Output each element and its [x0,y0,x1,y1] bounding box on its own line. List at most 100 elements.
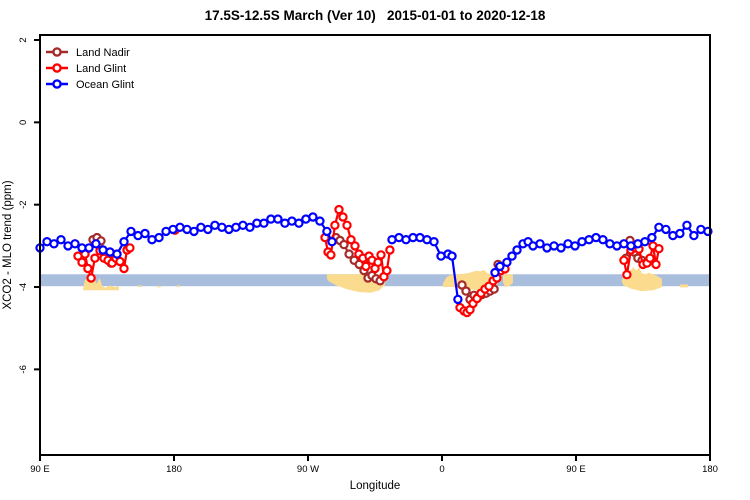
series-land-glint-marker [334,204,344,215]
land-elevation-patch [83,275,119,291]
series-land-glint-marker [119,263,129,274]
y-tick-label: -6 [18,365,29,373]
series-land-glint-marker [376,250,386,260]
series-ocean-glint-marker [322,226,332,237]
y-tick-label: -4 [18,283,29,291]
x-axis-title: Longitude [350,480,401,492]
series-land-glint-marker [619,255,629,265]
series-ocean-glint-marker [598,234,608,245]
x-tick-label: 90 E [566,464,586,475]
series-ocean-glint-marker [447,251,457,261]
series-land-glint-marker [83,263,93,274]
series-land-glint-marker [86,273,96,283]
series-land-nadir-marker [344,249,354,259]
series-land-glint-marker [373,257,383,267]
series-ocean-glint-marker [429,236,439,247]
series-ocean-glint-marker [507,251,517,261]
legend-label: Land Nadir [76,47,130,59]
series-ocean-glint-marker [453,294,463,305]
series-ocean-glint-marker [640,236,650,247]
legend-marker-icon [52,47,62,57]
series-ocean-glint-marker [91,239,101,249]
series-ocean-glint-marker [245,222,255,232]
series-land-glint-marker [385,245,395,255]
series-ocean-glint-marker [126,226,136,237]
series-ocean-glint-marker [294,218,304,228]
legend-marker-icon [52,63,62,73]
series-land-glint-marker [622,270,632,280]
series-ocean-glint-marker [675,228,685,239]
series-ocean-glint-marker [49,239,59,249]
series-ocean-glint-line [391,236,459,300]
y-tick-label: 2 [18,37,29,42]
legend-marker-icon [52,79,62,89]
series-ocean-glint-marker [689,230,699,241]
x-tick-label: 90 W [297,464,319,475]
series-ocean-glint [35,212,713,305]
series-ocean-glint-marker [315,216,325,226]
series-ocean-glint-marker [70,239,80,249]
series-land-glint-marker [651,259,661,270]
series-land-glint-marker [654,243,664,254]
legend: Land Nadir Land Glint Ocean Glint [46,47,134,91]
series-ocean-glint-marker [327,236,337,247]
series-ocean-glint-marker [154,232,164,243]
series-land-nadir-marker [461,286,471,296]
series-land-glint-marker [330,220,340,230]
y-axis-title: XCO2 - MLO trend (ppm) [2,180,14,309]
x-tick-label: 90 E [30,464,50,475]
land-elevation-patch [503,274,513,287]
series-ocean-glint-marker [140,228,150,239]
series-land-glint-marker [90,253,100,263]
series-land-glint-marker [382,265,392,276]
series-land-nadir-marker [339,239,349,250]
series-land-glint-marker [125,243,135,253]
land-elevation-patch [621,267,662,292]
series-land-glint-marker [350,241,360,251]
series-ocean-glint-marker [119,236,129,247]
series-ocean-glint-marker [259,218,269,228]
chart-title: 17.5S-12.5S March (Ver 10) 2015-01-01 to… [204,8,546,23]
series-ocean-glint-marker [56,234,66,245]
series-ocean-glint-marker [273,214,283,224]
series-ocean-glint-marker [203,224,213,235]
series-land-glint-marker [77,257,87,267]
land-elevation-patch [157,285,161,288]
series-ocean-glint-marker [502,257,512,267]
series-ocean-glint-marker [682,220,692,230]
land-elevation-patch [138,285,142,287]
y-tick-label: -2 [18,200,29,208]
y-tick-label: 0 [18,120,29,125]
series-ocean-glint-marker [512,245,522,255]
series-ocean-glint-marker [535,239,545,249]
series-ocean-glint-marker [570,241,580,251]
series-land-nadir-marker [457,280,467,290]
series-ocean-glint-marker [490,267,500,278]
series-ocean-glint-marker [308,212,318,222]
series-ocean-glint-marker [647,232,657,243]
series-land-glint-marker [645,253,655,263]
series-land-glint-marker [338,212,348,222]
series-land-glint [73,204,664,318]
legend-label: Ocean Glint [76,79,134,91]
land-elevation-patch [679,284,688,288]
series-land-glint-marker [326,250,336,260]
x-tick-label: 180 [702,464,718,475]
series-ocean-glint-marker [661,224,671,235]
series-land-glint-marker [361,261,371,272]
series-ocean-glint-marker [112,249,122,259]
x-tick-label: 180 [166,464,182,475]
series-ocean-glint-marker [556,243,566,253]
plot-border [39,34,711,456]
series-ocean-glint-marker [495,261,505,272]
series-land-glint-marker [342,220,352,230]
series-land-glint-marker [115,256,125,267]
series-land-glint-marker [346,234,356,245]
land-elevation-patch [177,285,180,287]
series-ocean-glint-marker [189,226,199,237]
x-tick-label: 0 [439,464,444,475]
series-ocean-glint-marker [84,243,94,253]
legend-label: Land Glint [76,63,126,75]
